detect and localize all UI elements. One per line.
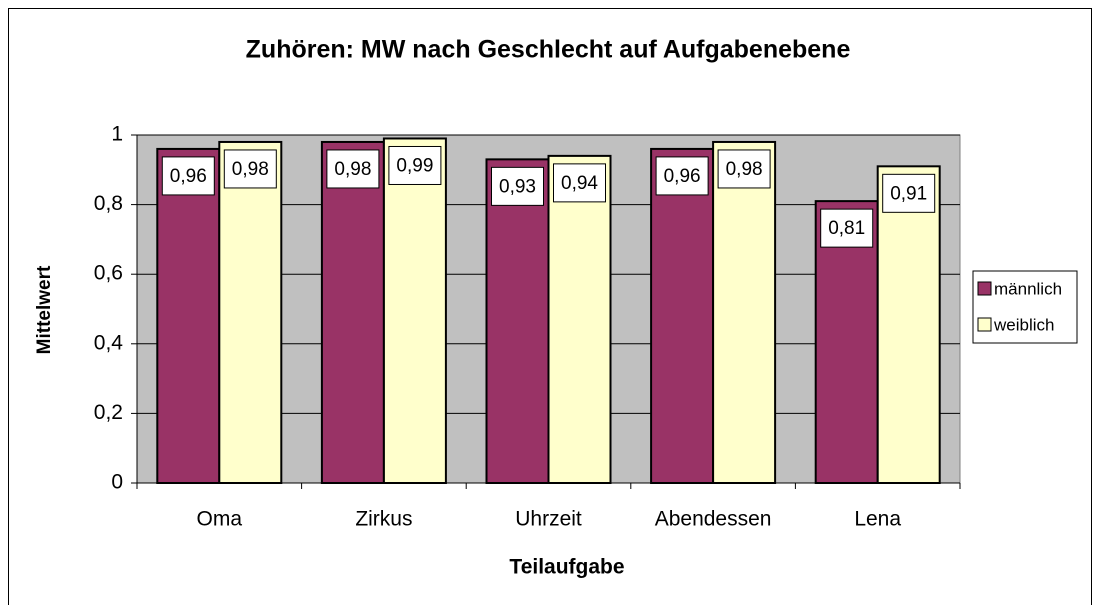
bar [814,200,879,484]
bar [650,147,715,484]
x-tick-label: Lena [854,508,901,531]
bar [156,147,221,484]
data-label: 0,98 [726,159,763,180]
y-tick-label: 0 [111,471,123,494]
x-tick-label: Abendessen [655,508,772,531]
data-label-box [223,149,277,189]
bar [218,140,283,485]
y-tick-label: 1 [111,123,123,146]
data-label-box [655,156,709,196]
chart-title: Zuhören: MW nach Geschlecht auf Aufgaben… [246,36,851,64]
x-tick-label: Uhrzeit [515,508,582,531]
data-label: 0,94 [561,173,598,194]
bar [876,165,941,484]
bar [485,158,550,485]
x-axis-label: Teilaufgabe [509,556,624,579]
data-label-box [717,149,771,189]
legend-label: männlich [994,279,1062,298]
legend-label: weiblich [993,315,1054,334]
x-tick-label: Zirkus [355,508,412,531]
data-label-box [882,173,936,213]
bar [712,140,777,485]
data-label: 0,96 [170,166,207,187]
bar [547,154,612,484]
y-tick-label: 0,8 [94,192,123,215]
data-label: 0,98 [334,159,371,180]
data-label: 0,99 [396,155,433,176]
data-label-box [491,166,544,206]
data-label-box [553,163,606,203]
y-axis-label: Mittelwert [34,265,55,354]
y-tick-label: 0,2 [94,401,123,424]
x-tick-label: Oma [197,508,243,531]
data-label: 0,93 [499,176,536,197]
bar [320,140,385,485]
legend-swatch [977,281,992,296]
data-label-box [820,208,874,248]
data-label: 0,96 [664,166,701,187]
y-tick-label: 0,6 [94,262,123,285]
legend-swatch [977,317,992,332]
data-label: 0,98 [232,159,269,180]
data-label-box [161,156,215,196]
y-tick-label: 0,4 [94,331,124,354]
data-label: 0,81 [828,218,865,239]
data-label: 0,91 [890,183,927,204]
bar [382,137,447,484]
data-label-box [388,145,442,185]
data-label-box [326,149,380,189]
